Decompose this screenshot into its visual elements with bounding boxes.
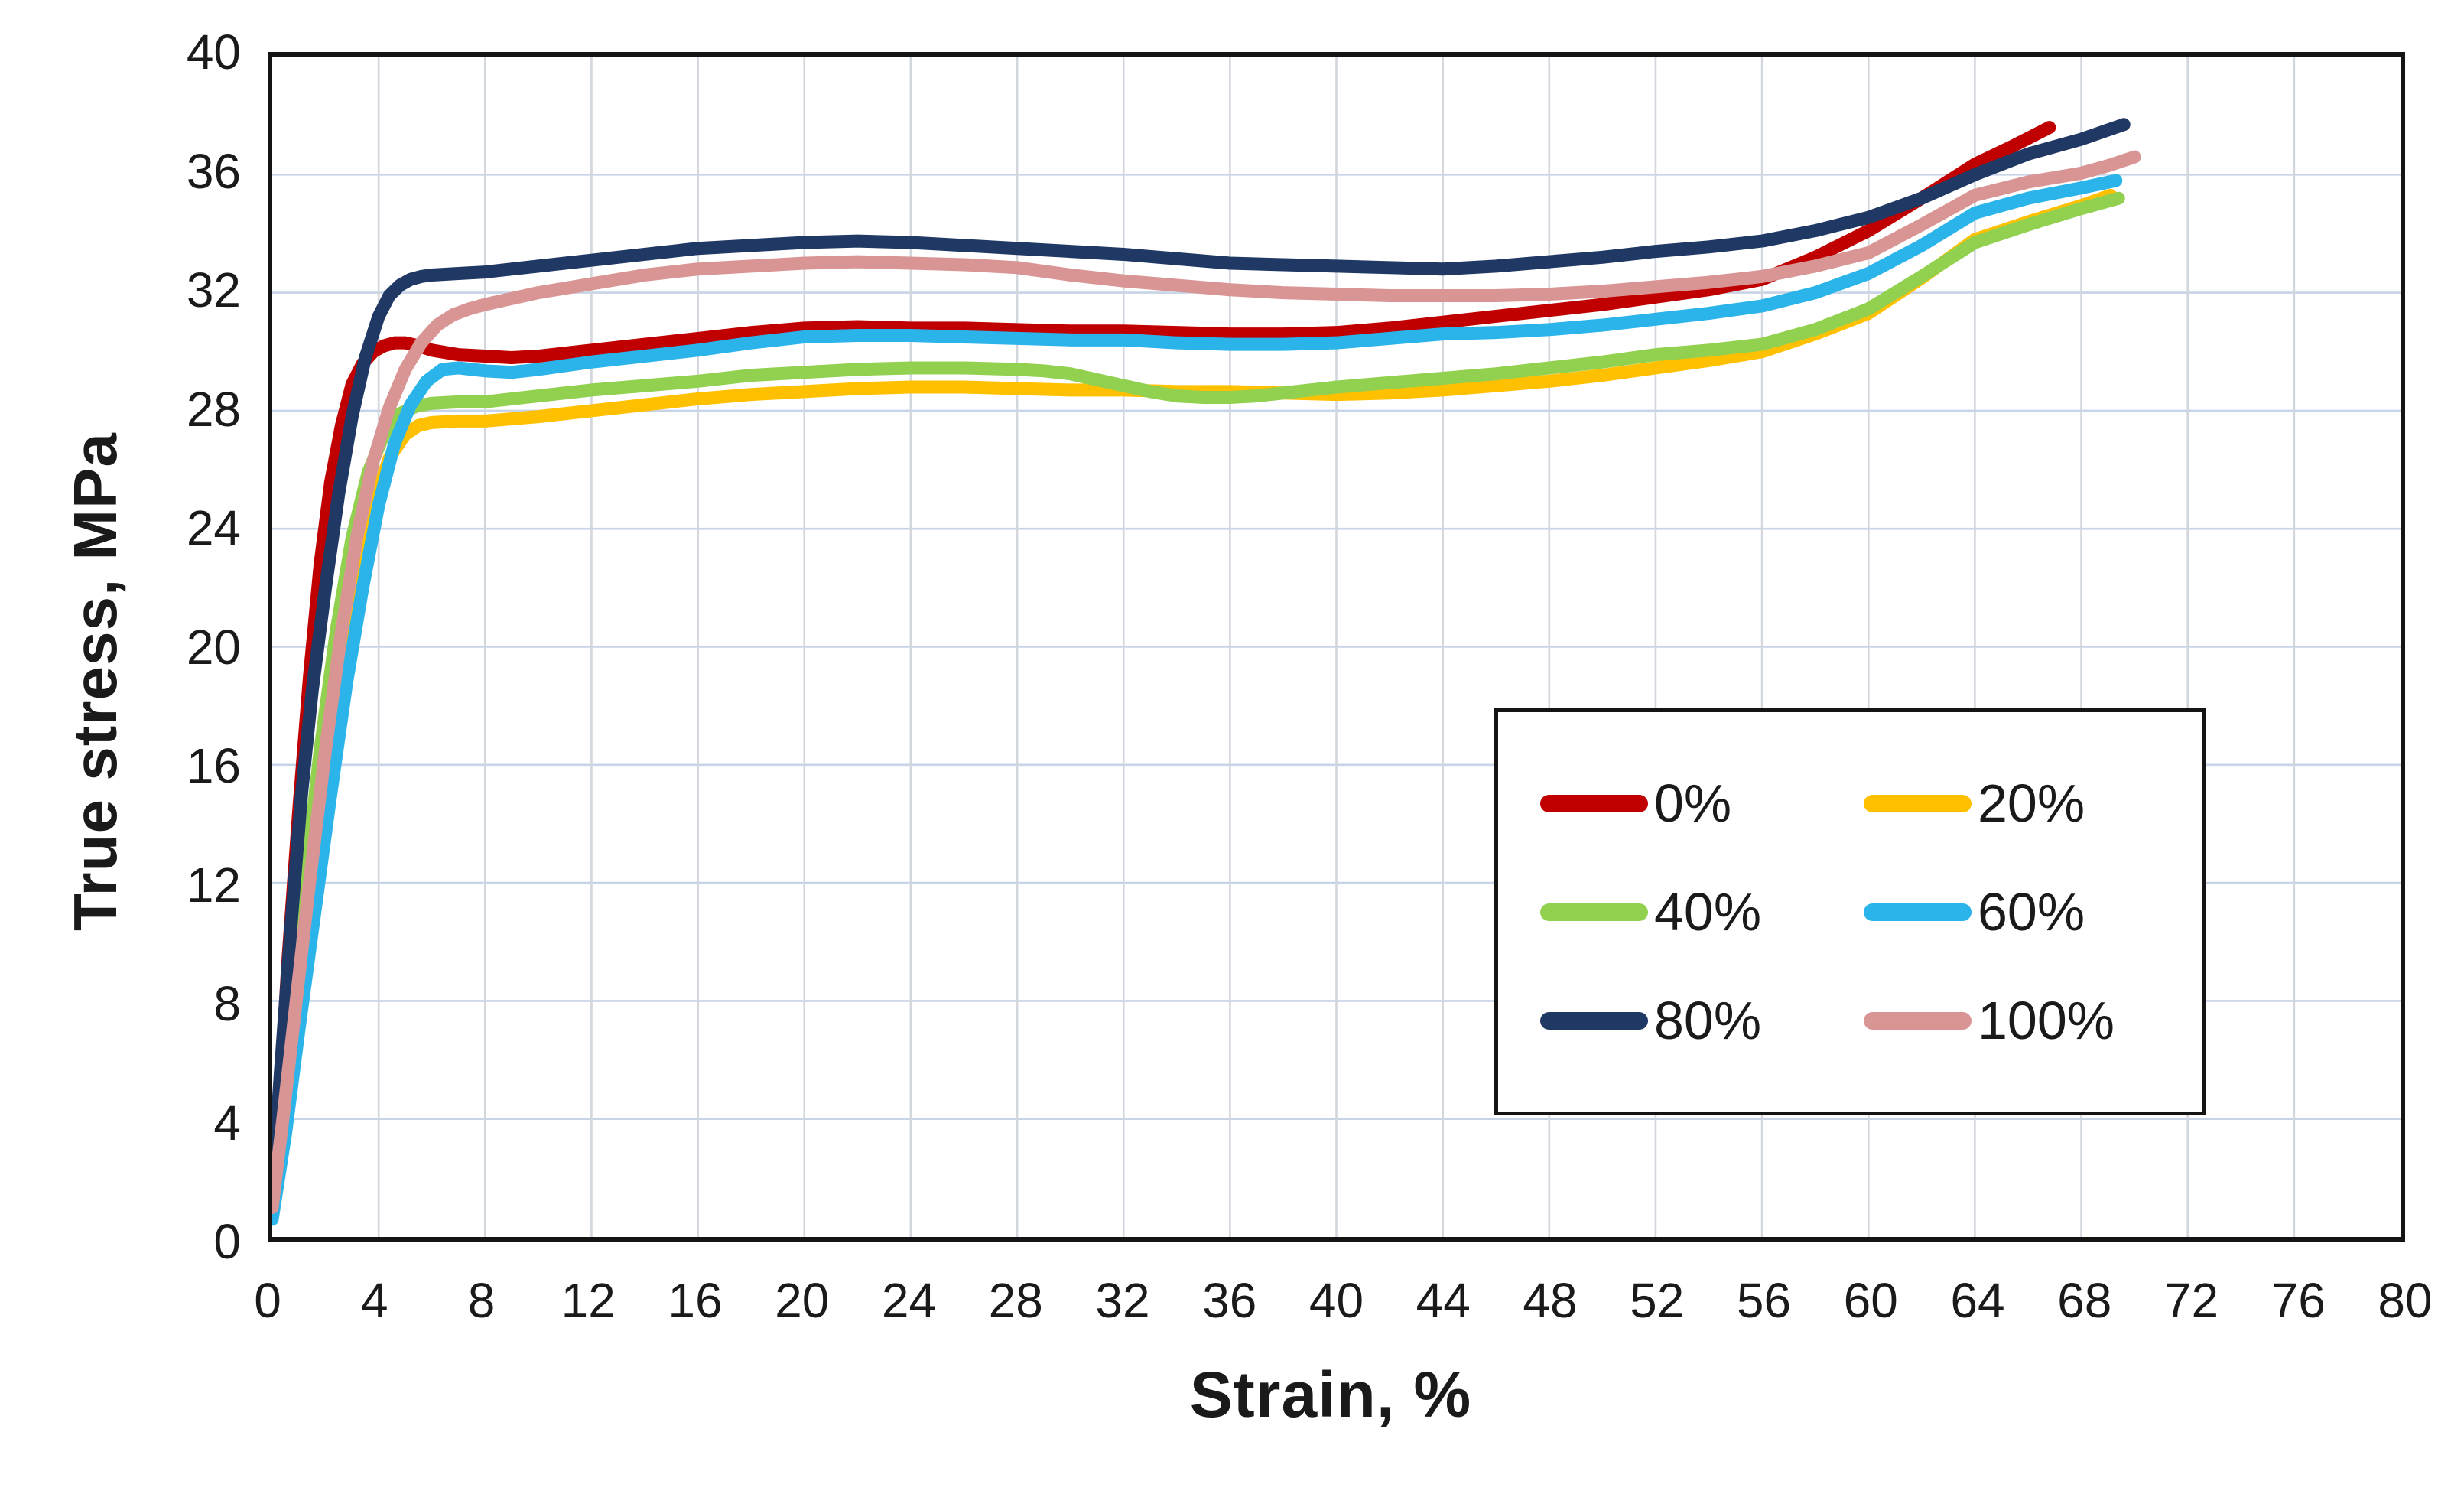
x-tick-label: 48 bbox=[1523, 1273, 1578, 1328]
y-tick-label: 20 bbox=[186, 619, 241, 675]
y-tick-label: 24 bbox=[186, 500, 241, 555]
series-line-100% bbox=[272, 157, 2134, 1207]
y-tick-label: 0 bbox=[213, 1214, 241, 1269]
y-tick-label: 16 bbox=[186, 738, 241, 793]
x-tick-label: 52 bbox=[1630, 1273, 1685, 1328]
x-tick-label: 76 bbox=[2271, 1273, 2326, 1328]
x-tick-label: 24 bbox=[881, 1273, 937, 1328]
y-tick-label: 40 bbox=[186, 24, 241, 80]
x-tick-label: 68 bbox=[2057, 1273, 2112, 1328]
y-tick-label: 8 bbox=[213, 976, 241, 1031]
legend-label: 60% bbox=[1978, 882, 2085, 942]
x-tick-label: 8 bbox=[467, 1273, 496, 1328]
x-tick-label: 40 bbox=[1308, 1273, 1364, 1328]
x-axis-title: Strain, % bbox=[1189, 1359, 1472, 1431]
x-tick-label: 60 bbox=[1843, 1273, 1898, 1328]
x-tick-label: 36 bbox=[1202, 1273, 1257, 1328]
x-tick-label: 28 bbox=[988, 1273, 1043, 1328]
legend-swatch-20% bbox=[1864, 794, 1972, 812]
legend-item-100%: 100% bbox=[1864, 966, 2187, 1075]
legend-label: 100% bbox=[1978, 991, 2115, 1050]
legend-item-0%: 0% bbox=[1540, 749, 1864, 858]
legend-item-80%: 80% bbox=[1540, 966, 1864, 1075]
legend-label: 0% bbox=[1654, 773, 1732, 833]
x-tick-label: 72 bbox=[2163, 1273, 2219, 1328]
y-tick-label: 12 bbox=[186, 857, 241, 913]
legend-swatch-60% bbox=[1864, 903, 1972, 921]
y-tick-label: 32 bbox=[186, 262, 241, 317]
x-tick-label: 56 bbox=[1736, 1273, 1792, 1328]
x-tick-label: 4 bbox=[360, 1273, 388, 1328]
x-tick-label: 80 bbox=[2378, 1273, 2433, 1328]
series-line-80% bbox=[272, 125, 2124, 1193]
x-tick-label: 12 bbox=[561, 1273, 616, 1328]
x-tick-label: 16 bbox=[668, 1273, 723, 1328]
legend-swatch-100% bbox=[1864, 1011, 1972, 1030]
legend-swatch-40% bbox=[1540, 903, 1648, 921]
y-tick-label: 4 bbox=[213, 1095, 241, 1151]
series-line-60% bbox=[272, 181, 2116, 1219]
y-tick-label: 28 bbox=[186, 381, 241, 437]
legend: 0% 20% 40% 60% 80% 100% bbox=[1494, 708, 2206, 1115]
x-tick-label: 64 bbox=[1950, 1273, 2005, 1328]
y-axis-title: True stress, MPa bbox=[61, 432, 129, 931]
legend-item-40%: 40% bbox=[1540, 858, 1864, 966]
legend-label: 20% bbox=[1978, 773, 2085, 833]
legend-item-60%: 60% bbox=[1864, 858, 2187, 966]
series-line-0% bbox=[272, 128, 2050, 1202]
legend-item-20%: 20% bbox=[1864, 749, 2187, 858]
x-tick-label: 20 bbox=[775, 1273, 830, 1328]
legend-label: 40% bbox=[1654, 882, 1762, 942]
x-tick-label: 32 bbox=[1095, 1273, 1150, 1328]
legend-label: 80% bbox=[1654, 991, 1762, 1050]
y-tick-label: 36 bbox=[186, 143, 241, 199]
x-tick-label: 44 bbox=[1416, 1273, 1471, 1328]
x-tick-label: 0 bbox=[254, 1273, 281, 1328]
legend-swatch-80% bbox=[1540, 1011, 1648, 1030]
legend-swatch-0% bbox=[1540, 794, 1648, 812]
